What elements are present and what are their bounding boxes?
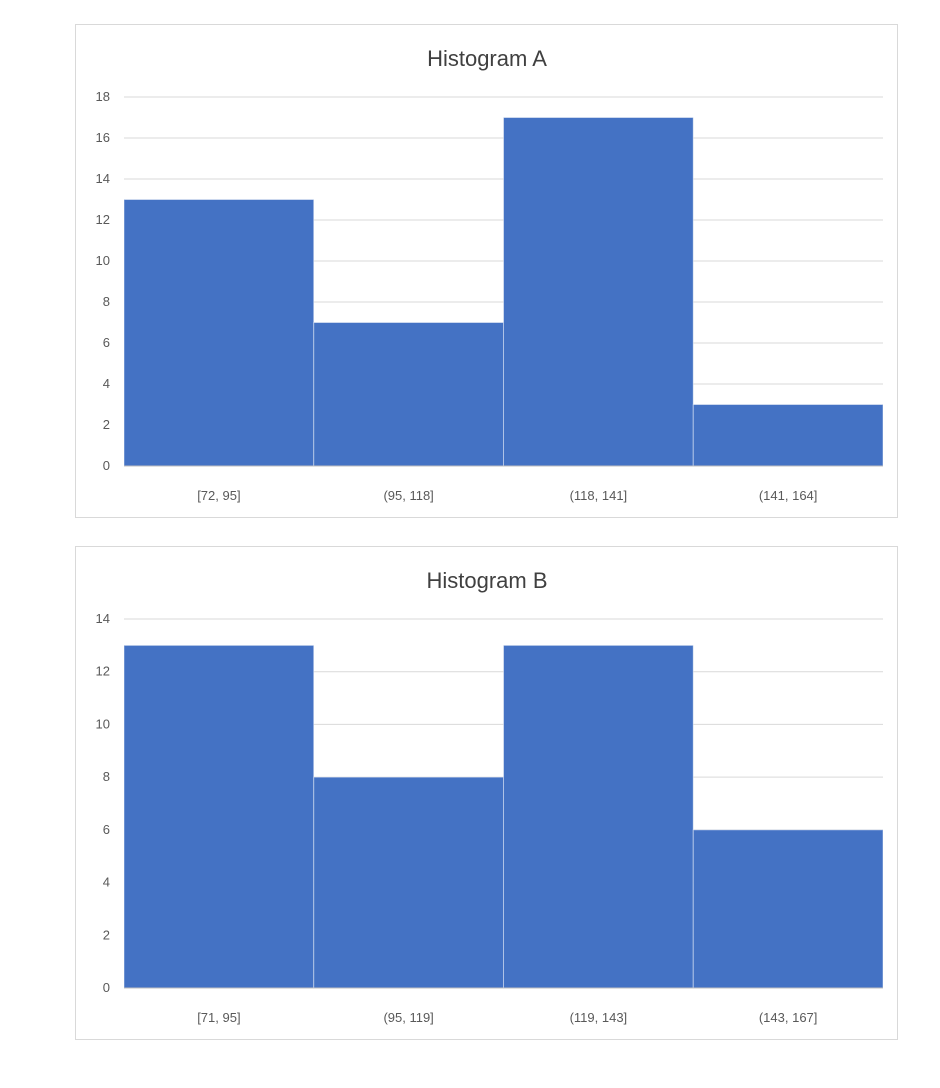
y-tick-label: 0 — [103, 458, 110, 473]
histogram-bar — [123, 199, 315, 467]
y-tick-label: 18 — [96, 89, 110, 104]
x-tick-label: (119, 143] — [570, 1010, 628, 1025]
x-tick-label: (141, 164] — [759, 488, 818, 503]
histogram-bar — [692, 829, 884, 989]
y-tick-label: 10 — [96, 253, 110, 268]
y-tick-label: 6 — [103, 822, 110, 837]
y-tick-label: 4 — [103, 875, 110, 890]
chart-title: Histogram A — [427, 46, 547, 71]
y-tick-label: 10 — [96, 716, 110, 731]
y-tick-label: 2 — [103, 417, 110, 432]
histogram-a-panel: Histogram A 0 2 4 6 8 10 12 14 16 18 [72, 95] (95, … — [75, 24, 898, 518]
histogram-bar — [123, 644, 315, 989]
y-tick-label: 16 — [96, 130, 110, 145]
y-tick-label: 8 — [103, 294, 110, 309]
y-tick-label: 14 — [96, 611, 110, 626]
histogram-bar — [503, 117, 694, 467]
y-tick-label: 2 — [103, 927, 110, 942]
x-tick-label: [71, 95] — [197, 1010, 240, 1025]
y-tick-label: 6 — [103, 335, 110, 350]
x-tick-label: (95, 118] — [383, 488, 433, 503]
histogram-bar — [692, 404, 884, 467]
histogram-bar — [313, 776, 504, 989]
x-tick-label: (143, 167] — [759, 1010, 818, 1025]
chart-title: Histogram B — [426, 568, 547, 593]
y-tick-label: 12 — [96, 664, 110, 679]
histogram-bar — [503, 644, 694, 989]
histogram-b-chart: Histogram B 0 2 4 6 8 10 12 14 [71, 95] (95, 119]… — [96, 568, 884, 1025]
x-tick-label: [72, 95] — [197, 488, 240, 503]
y-tick-label: 12 — [96, 212, 110, 227]
x-tick-label: (118, 141] — [570, 488, 628, 503]
y-tick-label: 0 — [103, 980, 110, 995]
histogram-a-chart: Histogram A 0 2 4 6 8 10 12 14 16 18 [72, 95] (95, … — [96, 46, 884, 503]
histogram-b-panel: Histogram B 0 2 4 6 8 10 12 14 [71, 95] (95, 119]… — [75, 546, 898, 1040]
y-tick-label: 4 — [103, 376, 110, 391]
y-tick-label: 14 — [96, 171, 110, 186]
x-tick-label: (95, 119] — [383, 1010, 433, 1025]
y-tick-label: 8 — [103, 769, 110, 784]
histogram-bar — [313, 322, 504, 467]
